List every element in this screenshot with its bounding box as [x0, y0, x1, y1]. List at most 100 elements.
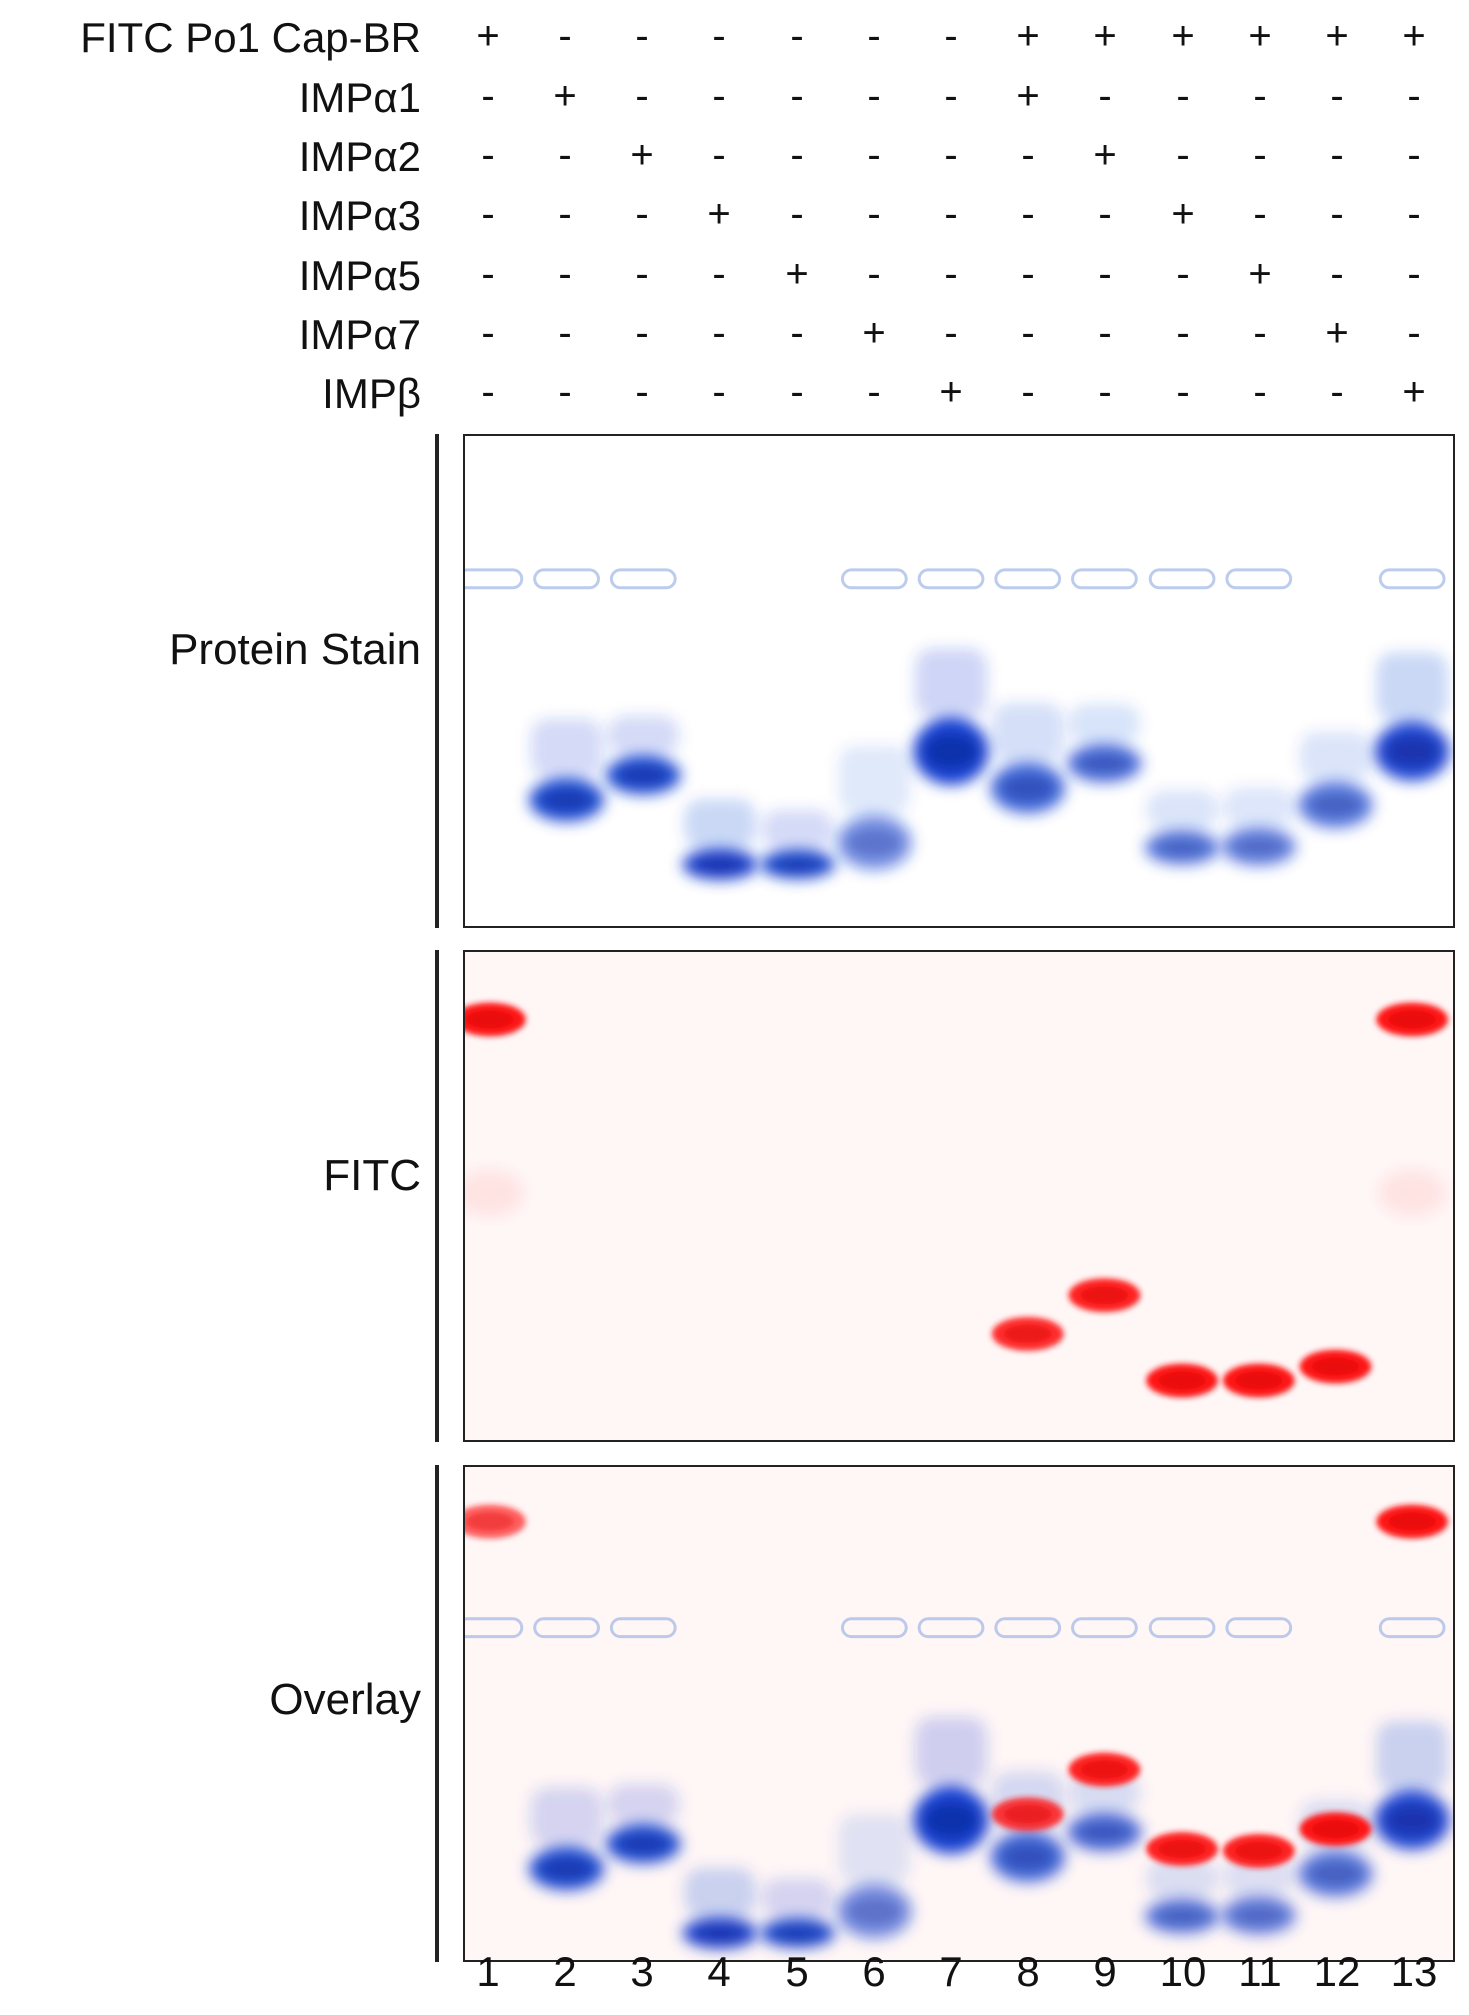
well-mark	[533, 1617, 600, 1639]
panel-bracket	[435, 950, 439, 1442]
protein-band	[989, 702, 1066, 814]
protein-band	[1374, 1720, 1451, 1850]
condition-sign: -	[481, 252, 495, 296]
condition-sign: -	[1021, 133, 1035, 177]
condition-sign: -	[790, 74, 804, 118]
lane-number: 12	[1313, 1948, 1361, 1995]
condition-sign: -	[635, 252, 649, 296]
row-label: IMPα2	[298, 133, 421, 180]
condition-sign: -	[712, 133, 726, 177]
condition-sign: -	[790, 370, 804, 414]
fitc-band	[1222, 1363, 1295, 1398]
protein-band	[913, 648, 989, 786]
condition-sign: +	[1093, 133, 1117, 177]
protein-band	[1297, 731, 1374, 829]
condition-sign: -	[1176, 252, 1190, 296]
well-mark	[840, 1617, 908, 1639]
condition-sign: +	[1171, 14, 1195, 58]
condition-sign: -	[558, 252, 572, 296]
well-mark	[1071, 1617, 1138, 1639]
condition-sign: -	[635, 14, 649, 58]
condition-sign: +	[1248, 252, 1272, 296]
condition-sign: -	[867, 252, 881, 296]
condition-sign: -	[944, 74, 958, 118]
condition-sign: -	[1330, 252, 1344, 296]
protein-band	[1066, 703, 1143, 784]
protein-band	[528, 1787, 605, 1891]
protein-band	[1220, 787, 1297, 867]
well-mark	[917, 568, 985, 590]
panel-label: Overlay	[269, 1675, 421, 1724]
fitc-band	[1376, 1504, 1449, 1539]
condition-sign: -	[635, 74, 649, 118]
condition-sign: -	[558, 192, 572, 236]
condition-sign: -	[1021, 252, 1035, 296]
well-mark	[1225, 1617, 1293, 1639]
protein-band	[759, 1878, 836, 1949]
fitc-band	[1146, 1832, 1218, 1866]
fitc-band	[1299, 1812, 1372, 1846]
condition-sign: -	[481, 192, 495, 236]
condition-sign: -	[944, 192, 958, 236]
condition-sign: -	[1176, 133, 1190, 177]
condition-sign: -	[944, 311, 958, 355]
condition-sign: +	[1016, 14, 1040, 58]
panel-bracket	[435, 1465, 439, 1962]
condition-sign: -	[481, 311, 495, 355]
lane-number: 6	[862, 1948, 886, 1995]
well-mark	[1225, 568, 1293, 590]
lane-number: 9	[1093, 1948, 1117, 1995]
well-mark	[840, 568, 908, 590]
fitc-band	[1146, 1363, 1218, 1398]
condition-sign: -	[712, 252, 726, 296]
protein-band	[1374, 652, 1451, 782]
condition-sign: -	[712, 74, 726, 118]
lane-number: 13	[1390, 1948, 1438, 1995]
condition-sign: -	[1098, 311, 1112, 355]
condition-sign: -	[1407, 252, 1421, 296]
well-mark	[609, 568, 677, 590]
row-label: FITC Po1 Cap-BR	[80, 14, 421, 61]
panel-bracket	[435, 434, 439, 928]
condition-sign: -	[481, 74, 495, 118]
condition-sign: -	[635, 311, 649, 355]
condition-sign: -	[944, 14, 958, 58]
protein-band	[759, 809, 836, 880]
well-mark	[609, 1617, 677, 1639]
protein-band	[836, 745, 913, 871]
well-mark	[994, 568, 1062, 590]
condition-sign: -	[1407, 74, 1421, 118]
condition-sign: -	[635, 192, 649, 236]
condition-sign: +	[862, 311, 886, 355]
fitc-band	[465, 1504, 526, 1539]
lane-number: 3	[630, 1948, 654, 1995]
panel-label: FITC	[323, 1151, 421, 1200]
condition-sign: -	[481, 133, 495, 177]
condition-sign: +	[1402, 370, 1426, 414]
fitc-band	[1068, 1278, 1141, 1313]
condition-sign: +	[476, 14, 500, 58]
lane-number: 4	[707, 1948, 731, 1995]
row-label: IMPβ	[322, 370, 421, 417]
fitc-band	[991, 1797, 1064, 1832]
protein-band	[1144, 1858, 1220, 1935]
condition-sign: -	[1021, 370, 1035, 414]
gel-background	[465, 952, 1453, 1440]
fitc-band	[1376, 1002, 1449, 1037]
fitc-band	[465, 1002, 526, 1037]
condition-sign: +	[1248, 14, 1272, 58]
well-mark	[533, 568, 600, 590]
condition-sign: +	[553, 74, 577, 118]
condition-sign: -	[1176, 370, 1190, 414]
condition-sign: -	[558, 133, 572, 177]
condition-sign: -	[1330, 74, 1344, 118]
condition-sign: -	[712, 311, 726, 355]
condition-sign: -	[1098, 252, 1112, 296]
condition-sign: -	[1253, 192, 1267, 236]
lane-number: 11	[1238, 1948, 1282, 1995]
condition-sign: -	[867, 370, 881, 414]
condition-sign: +	[939, 370, 963, 414]
fitc-band	[991, 1317, 1064, 1351]
condition-sign: -	[558, 370, 572, 414]
gel-panel-fitc	[463, 950, 1455, 1442]
